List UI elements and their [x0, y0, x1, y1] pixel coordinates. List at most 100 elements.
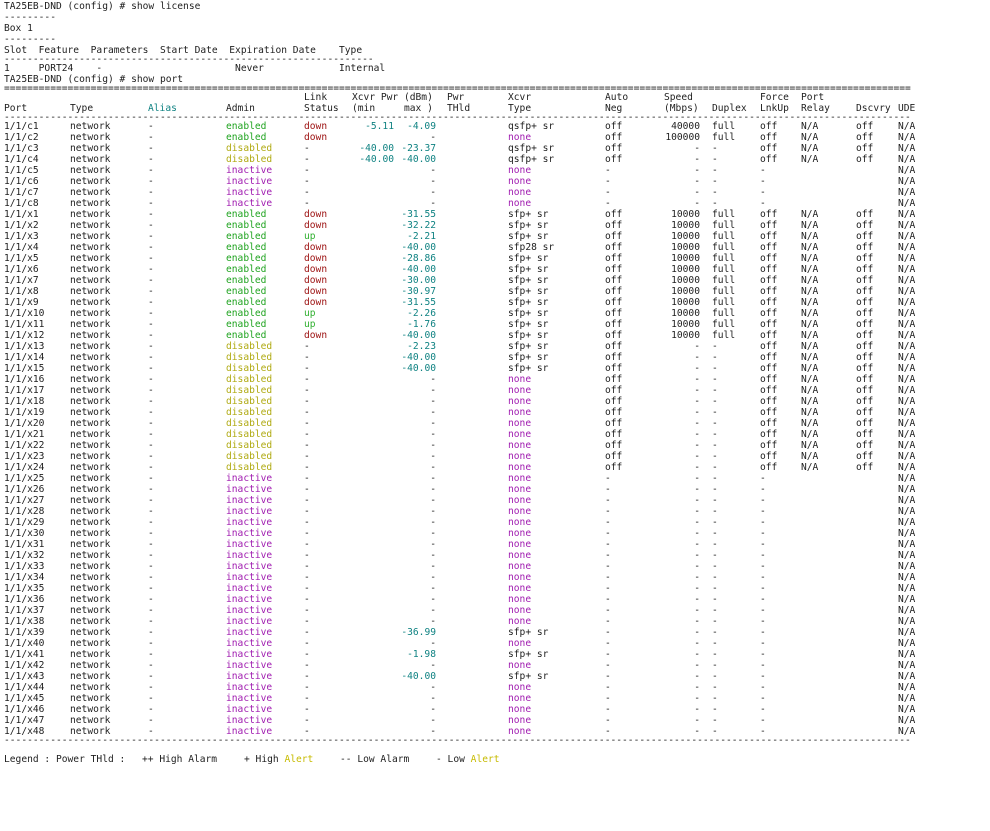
cell-force-lnkup: - — [760, 660, 766, 671]
cell-link-status: - — [304, 176, 310, 187]
port-table-body: 1/1/c1 network - enabled down -5.11 -4.09 qsfp+… — [4, 121, 915, 737]
license-row: 1 PORT24 - Never Internal — [4, 63, 386, 74]
cell-type: network — [70, 693, 111, 704]
cell-link-status: down — [304, 264, 328, 275]
cell-xcvr-type: none — [508, 726, 532, 737]
cell-admin: enabled — [226, 231, 267, 242]
cell-ude: N/A — [898, 594, 916, 605]
cell-xcvr-type: none — [508, 572, 532, 583]
cell-link-status: - — [304, 352, 310, 363]
cell-admin: enabled — [226, 242, 267, 253]
cell-duplex: - — [712, 517, 718, 528]
cell-port: 1/1/x33 — [4, 561, 45, 572]
table-row: 1/1/x1 network - enabled down -31.55 sfp+ sr of… — [4, 209, 915, 220]
cell-link-status: down — [304, 330, 328, 341]
cell-dscvry: off — [856, 341, 874, 352]
cell-duplex: full — [712, 220, 736, 231]
cell-ude: N/A — [898, 385, 916, 396]
cell-auto-neg: - — [605, 550, 611, 561]
cell-alias: - — [148, 495, 154, 506]
cell-dscvry: off — [856, 407, 874, 418]
cell-ude: N/A — [898, 462, 916, 473]
cell-xcvr-type: none — [508, 198, 532, 209]
cell-link-status: - — [304, 154, 310, 165]
cell-port: 1/1/x37 — [4, 605, 45, 616]
cell-ude: N/A — [898, 539, 916, 550]
cell-xcvr-type: sfp+ sr — [508, 220, 549, 231]
cell-xcvr-type: none — [508, 561, 532, 572]
table-row: 1/1/c7 network - inactive - - none - - - - N/A — [4, 187, 915, 198]
cell-ude: N/A — [898, 583, 916, 594]
cell-link-status: up — [304, 308, 316, 319]
cell-port: 1/1/x35 — [4, 583, 45, 594]
cell-admin: inactive — [226, 616, 273, 627]
cell-force-lnkup: - — [760, 704, 766, 715]
cell-xcvr-type: none — [508, 187, 532, 198]
cell-ude: N/A — [898, 396, 916, 407]
box-label: Box 1 — [4, 23, 33, 34]
cell-xcvr-type: qsfp+ sr — [508, 154, 555, 165]
cell-dscvry: off — [856, 330, 874, 341]
cell-duplex: - — [712, 649, 718, 660]
cell-link-status: - — [304, 143, 310, 154]
cell-auto-neg: - — [605, 517, 611, 528]
cell-duplex: - — [712, 352, 718, 363]
cell-auto-neg: - — [605, 627, 611, 638]
cell-force-lnkup: - — [760, 539, 766, 550]
cell-force-lnkup: off — [760, 264, 778, 275]
cell-link-status: down — [304, 242, 328, 253]
cell-xcvr-pwr-max: - — [430, 132, 436, 143]
cell-ude: N/A — [898, 726, 916, 737]
cell-speed: 10000 — [671, 231, 700, 242]
cell-force-lnkup: - — [760, 594, 766, 605]
cell-xcvr-type: sfp+ sr — [508, 319, 549, 330]
cell-xcvr-pwr-max: -31.55 — [401, 297, 436, 308]
cell-link-status: - — [304, 440, 310, 451]
cell-dscvry: off — [856, 451, 874, 462]
separator-line: ----------------------------------------… — [4, 114, 911, 121]
cell-port: 1/1/c6 — [4, 176, 39, 187]
cell-type: network — [70, 132, 111, 143]
cell-ude: N/A — [898, 176, 916, 187]
cell-dscvry: off — [856, 121, 874, 132]
cell-alias: - — [148, 473, 154, 484]
cell-type: network — [70, 407, 111, 418]
cell-port: 1/1/x1 — [4, 209, 39, 220]
cell-alias: - — [148, 451, 154, 462]
cell-duplex: - — [712, 341, 718, 352]
cell-xcvr-pwr-max: - — [430, 407, 436, 418]
cell-speed: - — [694, 352, 700, 363]
cell-link-status: - — [304, 187, 310, 198]
cell-speed: 100000 — [665, 132, 700, 143]
cell-admin: disabled — [226, 440, 273, 451]
table-row: 1/1/c2 network - enabled down - none off 100000 f… — [4, 132, 915, 143]
cell-speed: - — [694, 517, 700, 528]
cell-duplex: - — [712, 616, 718, 627]
cell-admin: inactive — [226, 594, 273, 605]
cell-auto-neg: off — [605, 297, 623, 308]
cell-admin: inactive — [226, 517, 273, 528]
cell-speed: - — [694, 385, 700, 396]
cell-type: network — [70, 352, 111, 363]
cell-ude: N/A — [898, 209, 916, 220]
cell-xcvr-type: none — [508, 517, 532, 528]
cell-admin: disabled — [226, 341, 273, 352]
cell-admin: inactive — [226, 473, 273, 484]
cell-speed: - — [694, 462, 700, 473]
cell-xcvr-pwr-min: -40.00 — [359, 154, 394, 165]
cell-xcvr-pwr-max: -23.37 — [401, 143, 436, 154]
cell-force-lnkup: off — [760, 385, 778, 396]
cell-speed: - — [694, 583, 700, 594]
cell-speed: - — [694, 638, 700, 649]
cell-dscvry: off — [856, 143, 874, 154]
cell-duplex: - — [712, 484, 718, 495]
cell-force-lnkup: off — [760, 143, 778, 154]
cell-link-status: down — [304, 209, 328, 220]
table-row: 1/1/x5 network - enabled down -28.86 sfp+ sr of… — [4, 253, 915, 264]
cell-ude: N/A — [898, 671, 916, 682]
header-ude: UDE — [898, 103, 916, 114]
table-row: 1/1/x17 network - disabled - - none off - - off N/A… — [4, 385, 915, 396]
cell-speed: - — [694, 440, 700, 451]
cell-link-status: - — [304, 605, 310, 616]
header-port: Port — [4, 103, 28, 114]
